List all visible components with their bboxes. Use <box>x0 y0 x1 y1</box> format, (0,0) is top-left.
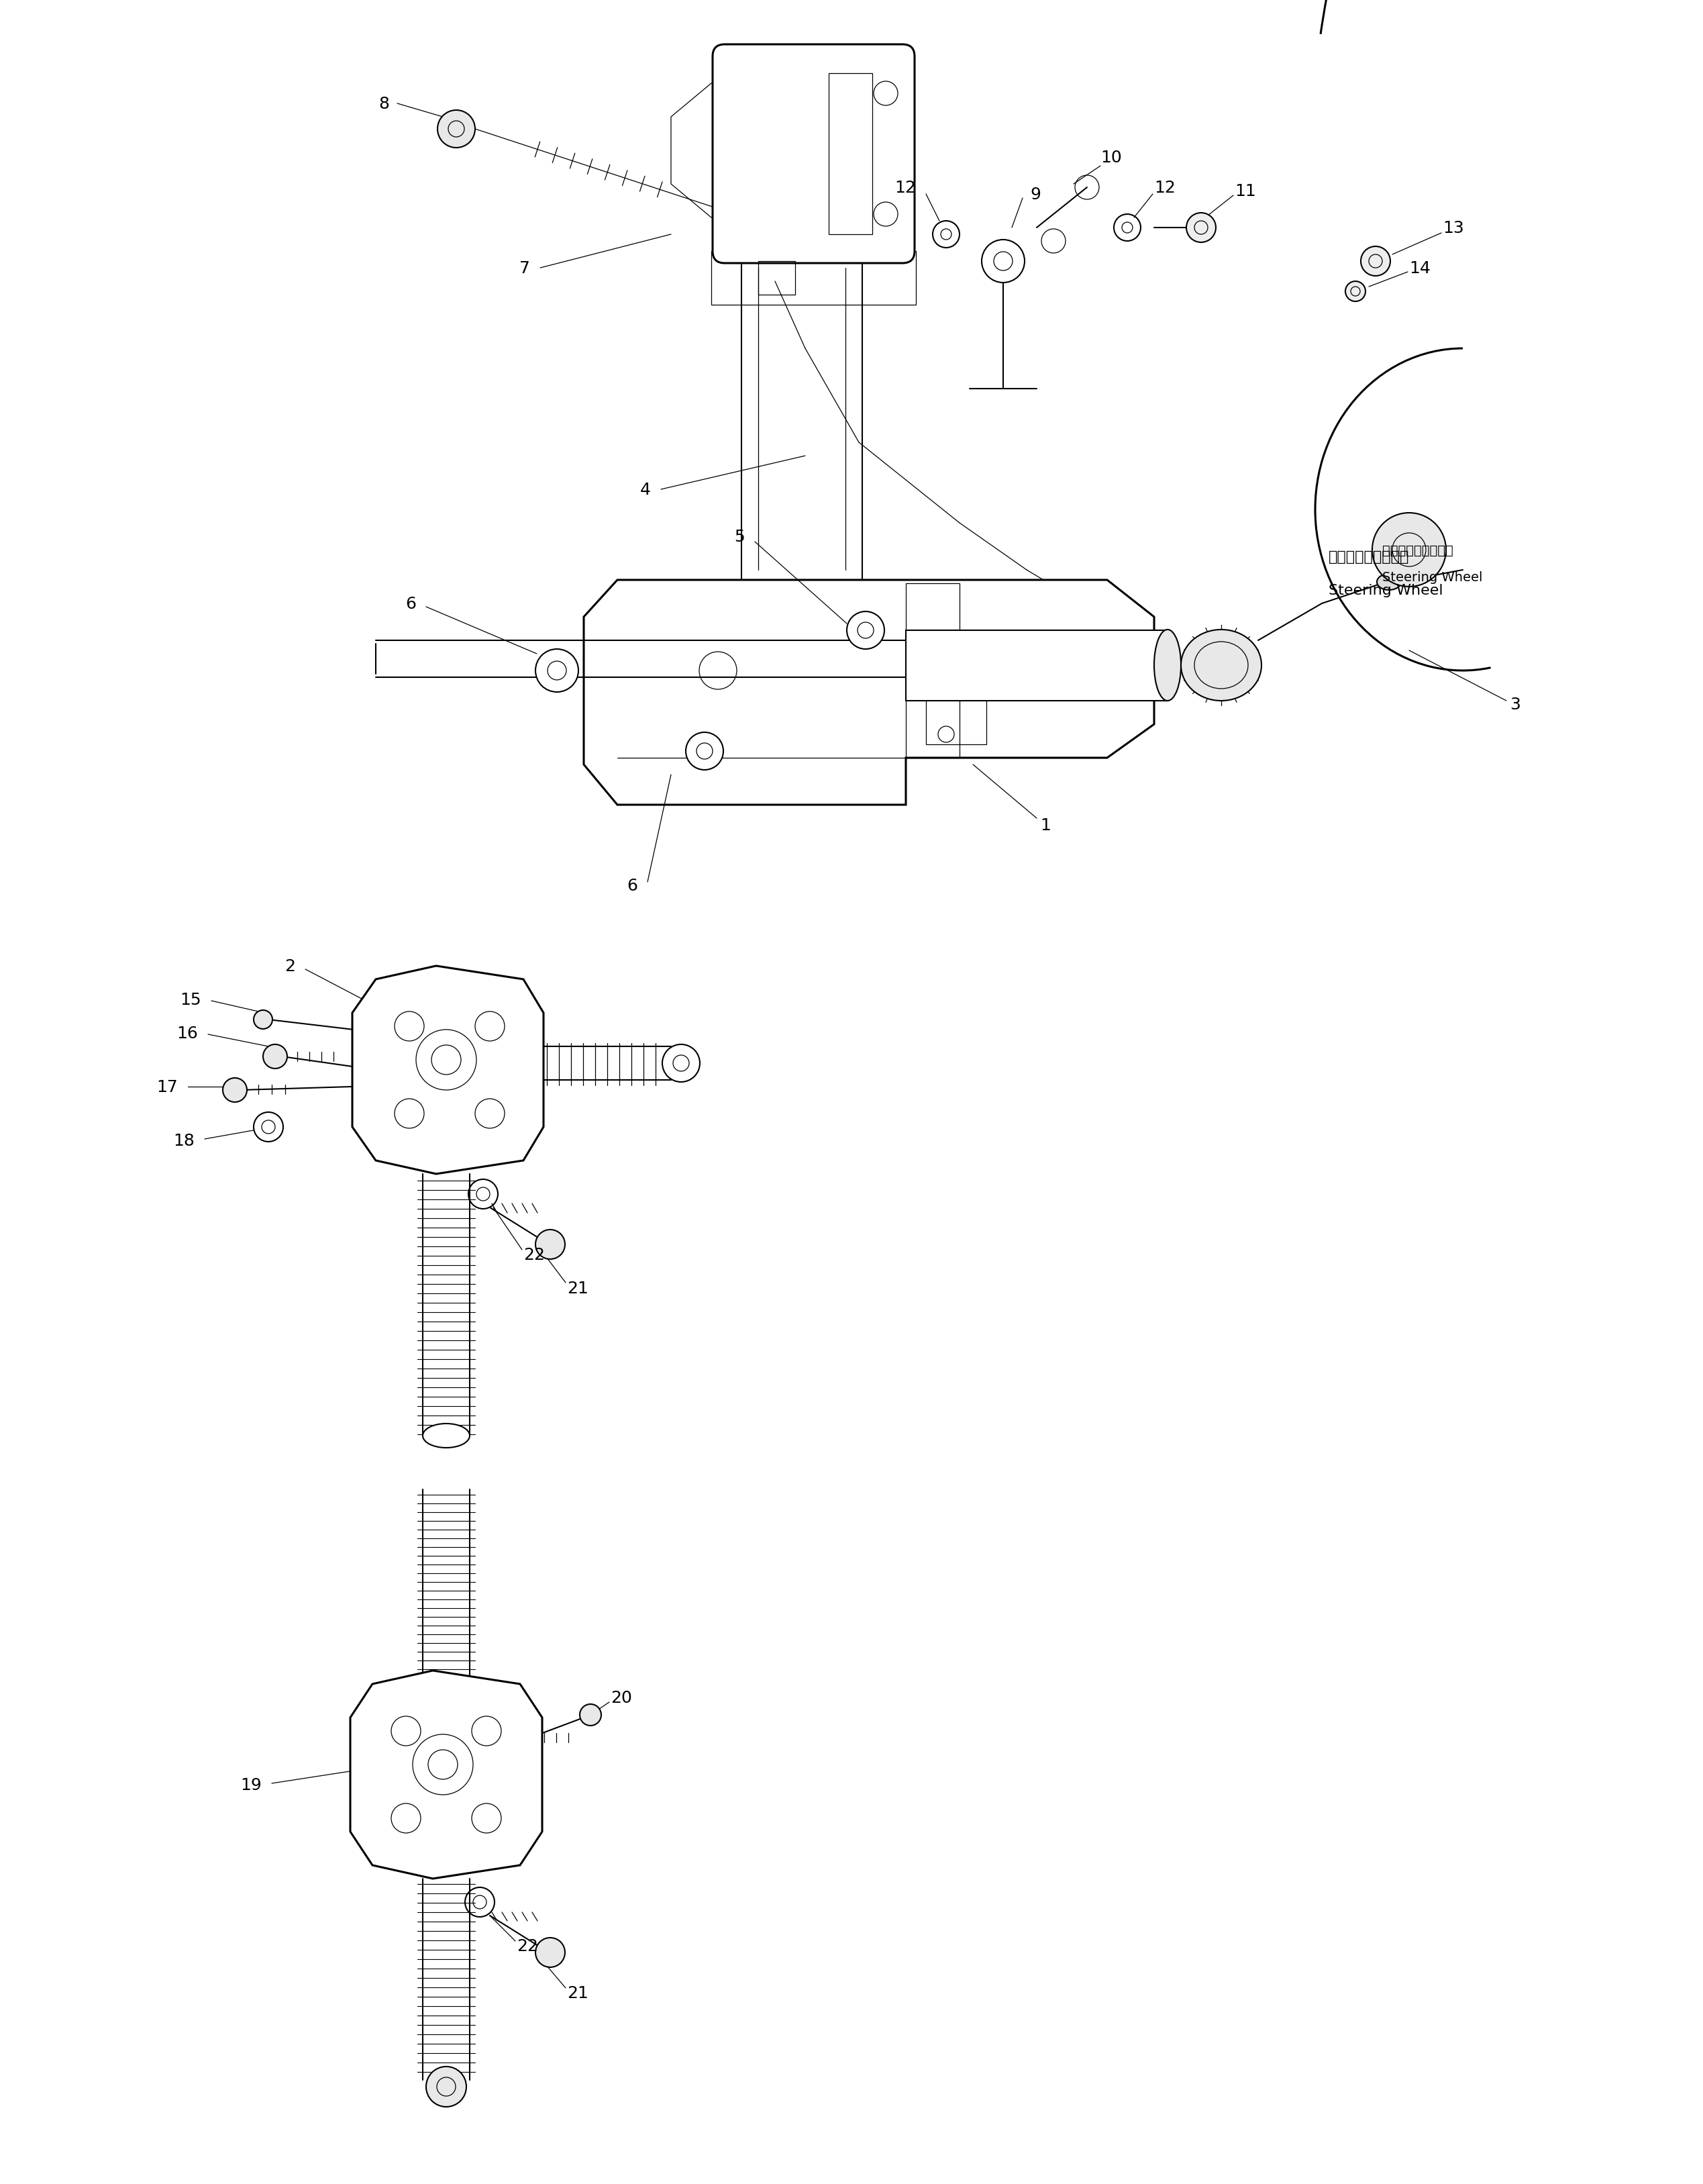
Polygon shape <box>351 1671 542 1878</box>
Text: 21: 21 <box>567 1985 588 2001</box>
Text: Steering Wheel: Steering Wheel <box>1383 570 1483 583</box>
Ellipse shape <box>422 1424 470 1448</box>
Circle shape <box>535 1230 565 1260</box>
Text: 14: 14 <box>1408 260 1431 277</box>
Text: 16: 16 <box>177 1024 198 1042</box>
Text: 4: 4 <box>640 483 651 498</box>
Polygon shape <box>671 83 725 218</box>
Polygon shape <box>712 251 916 306</box>
Text: 12: 12 <box>894 179 916 197</box>
Text: 9: 9 <box>1030 186 1041 203</box>
Text: 5: 5 <box>734 529 744 544</box>
Polygon shape <box>353 965 543 1175</box>
Circle shape <box>535 1937 565 1968</box>
Circle shape <box>426 2066 467 2108</box>
Text: 1: 1 <box>1041 817 1051 834</box>
Circle shape <box>438 111 475 149</box>
Circle shape <box>1345 282 1366 301</box>
Text: ステアリングホイル: ステアリングホイル <box>1383 544 1453 557</box>
Ellipse shape <box>1155 629 1180 701</box>
Text: 6: 6 <box>627 878 637 893</box>
Text: 18: 18 <box>174 1133 194 1149</box>
Polygon shape <box>584 581 1155 806</box>
Circle shape <box>254 1011 272 1029</box>
Circle shape <box>535 649 579 692</box>
Text: 22: 22 <box>516 1937 538 1955</box>
Text: ステアリングホイル: ステアリングホイル <box>1328 550 1410 563</box>
Text: 3: 3 <box>1511 697 1521 712</box>
Ellipse shape <box>1180 629 1262 701</box>
Circle shape <box>686 732 724 771</box>
Bar <box>829 74 872 236</box>
Text: 6: 6 <box>405 596 416 612</box>
Text: 10: 10 <box>1100 151 1122 166</box>
Ellipse shape <box>1378 574 1402 590</box>
Text: 15: 15 <box>181 992 201 1007</box>
Text: 22: 22 <box>523 1247 545 1262</box>
Text: 8: 8 <box>378 96 390 111</box>
Circle shape <box>1187 214 1216 242</box>
Text: Steering Wheel: Steering Wheel <box>1328 583 1442 596</box>
Circle shape <box>579 1704 601 1725</box>
Text: 21: 21 <box>567 1280 588 1297</box>
FancyBboxPatch shape <box>712 46 915 264</box>
Text: 11: 11 <box>1235 183 1255 199</box>
Circle shape <box>1373 513 1446 587</box>
Text: 12: 12 <box>1155 179 1175 197</box>
Bar <box>906 631 1168 701</box>
Text: 7: 7 <box>519 260 530 277</box>
Text: 19: 19 <box>240 1778 262 1793</box>
Bar <box>758 262 795 295</box>
Text: 2: 2 <box>284 959 295 974</box>
Text: 20: 20 <box>611 1690 632 1706</box>
Circle shape <box>262 1044 288 1068</box>
Circle shape <box>1361 247 1390 277</box>
Text: 13: 13 <box>1442 221 1465 236</box>
Text: 17: 17 <box>157 1079 177 1094</box>
Circle shape <box>846 612 884 649</box>
Bar <box>926 670 986 745</box>
Circle shape <box>223 1079 247 1103</box>
Bar <box>906 583 959 758</box>
